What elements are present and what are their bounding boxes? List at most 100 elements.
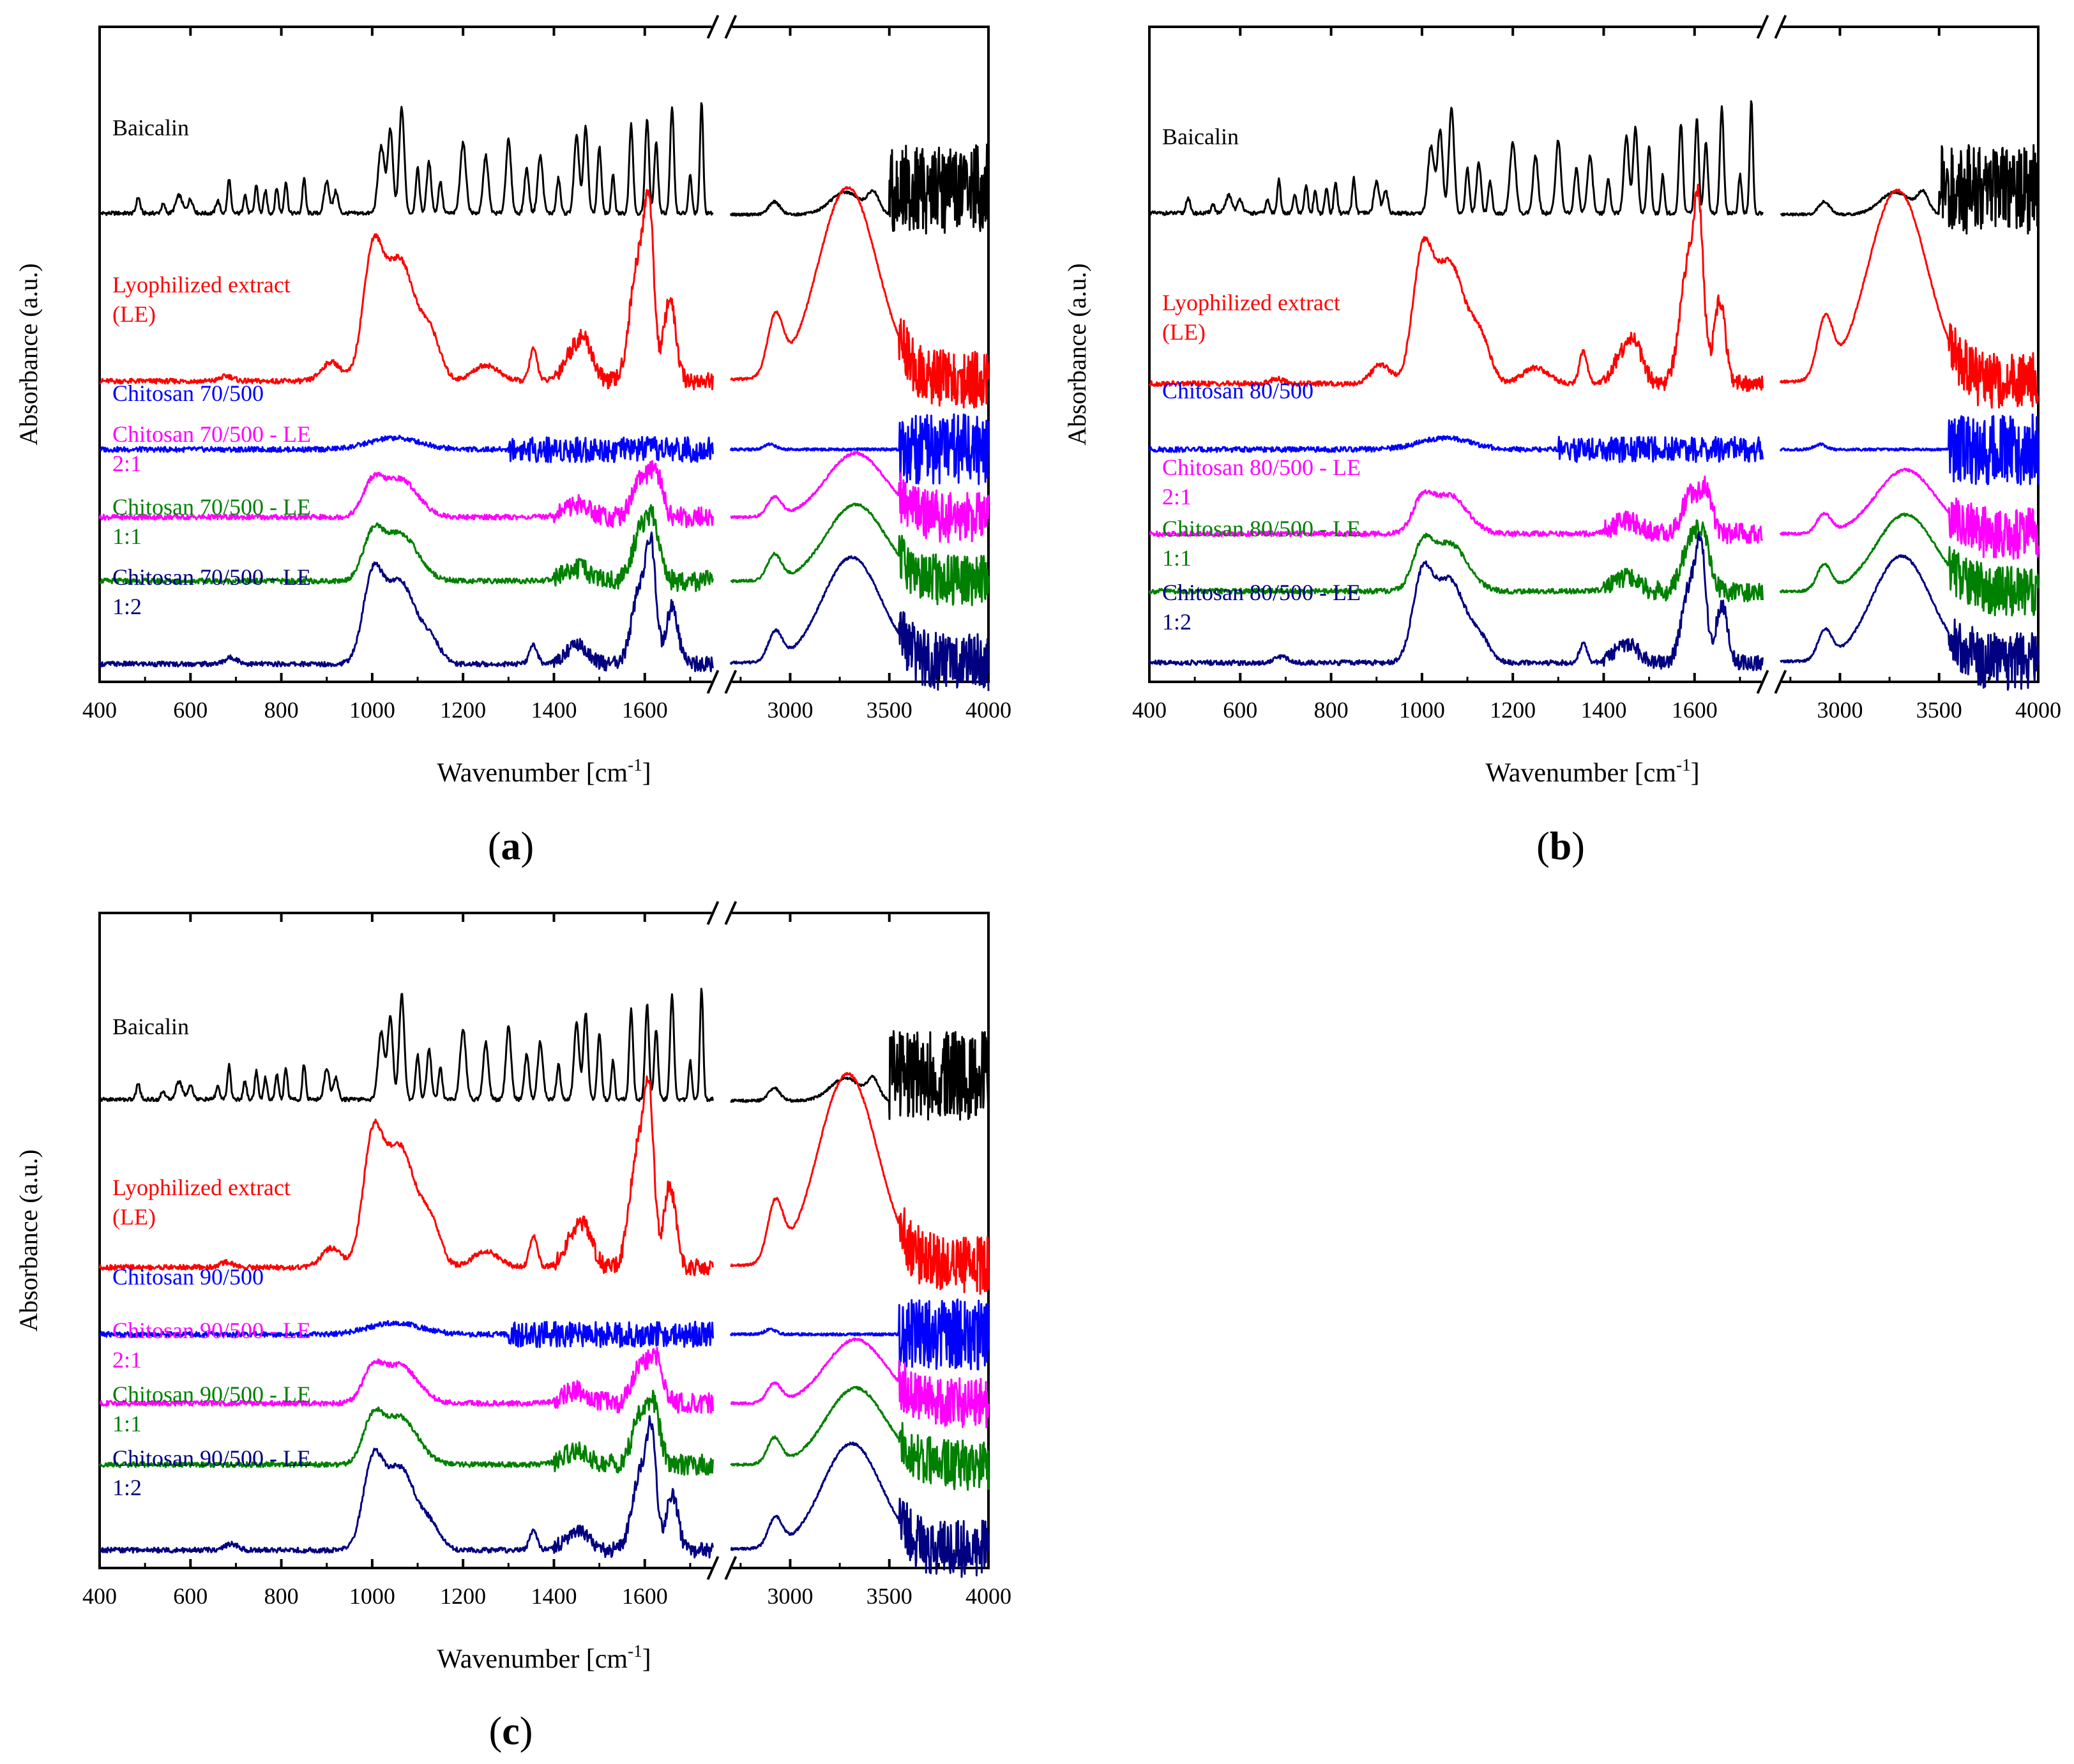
- series-line-baicalin-low: [99, 988, 714, 1103]
- x-tick-label: 1600: [1672, 697, 1718, 723]
- y-axis-label: Absorbance (a.u.): [14, 1149, 43, 1331]
- series-line-mix12-low: [1148, 531, 1764, 672]
- x-tick-label: 1400: [1580, 697, 1626, 723]
- x-tick-label: 800: [264, 1583, 299, 1609]
- series-line-chitosan-low: [98, 1320, 714, 1348]
- series-label: Chitosan 80/500: [1162, 378, 1313, 403]
- series-label: 1:1: [112, 1411, 142, 1436]
- series-line-mix21-low: [1149, 475, 1764, 545]
- axis-break-gap-top: [711, 24, 732, 31]
- series-labels: Baicalin Lyophilized extract (LE) Chitosan …: [112, 115, 311, 619]
- series-line-chitosan-high: [729, 413, 990, 485]
- series-label: Chitosan 90/500: [112, 1264, 264, 1290]
- series-line-extract-low: [99, 188, 714, 391]
- x-tick-label: 1600: [622, 697, 668, 723]
- series-label: Chitosan 90/500 - LE: [112, 1445, 311, 1471]
- x-tick-label: 1000: [1399, 697, 1445, 723]
- series-line-extract-low: [98, 1075, 714, 1277]
- series-label: 2:1: [112, 1347, 142, 1373]
- axis-break-marks: [706, 15, 738, 694]
- series-line-extract-high: [730, 186, 990, 409]
- x-tick-label: 1200: [440, 697, 486, 723]
- x-tick-label: 400: [82, 1583, 117, 1609]
- x-tick-label: 3000: [767, 1583, 813, 1609]
- panel-label-letter: a: [501, 825, 521, 868]
- series-label: 2:1: [1162, 484, 1192, 509]
- x-axis-label-tail: ]: [642, 758, 651, 788]
- x-tick-label: 400: [1132, 697, 1167, 723]
- series-line-chitosan-high: [729, 1298, 990, 1371]
- x-axis-label-tail: ]: [1691, 758, 1700, 788]
- series-label: Lyophilized extract: [112, 1175, 291, 1200]
- x-axis-label: Wavenumber [cm-1]: [437, 1641, 651, 1674]
- axis-break-marks: [706, 901, 738, 1580]
- axis-break-slash: [1756, 15, 1769, 39]
- series-labels: Baicalin Lyophilized extract (LE) Chitosan …: [112, 1014, 311, 1500]
- series-label: Chitosan 90/500 - LE: [112, 1318, 311, 1343]
- series-line-mix12-low: [98, 531, 714, 673]
- axis-break-slash: [706, 15, 720, 39]
- axis-break-gap-bottom: [711, 1564, 732, 1571]
- series-line-mix12-high: [1780, 554, 2040, 691]
- series-label: (LE): [112, 1204, 156, 1230]
- x-tick-label: 800: [1314, 697, 1349, 723]
- series-layer: [98, 988, 990, 1578]
- series-line-extract-high: [730, 1072, 990, 1295]
- x-axis-label-main: Wavenumber [cm: [437, 1645, 628, 1674]
- series-label: Chitosan 90/500 - LE: [112, 1382, 311, 1407]
- panel-label-letter: c: [502, 1710, 520, 1753]
- series-label: Baicalin: [112, 1014, 189, 1039]
- axis-break-gap-bottom: [1761, 678, 1782, 684]
- axis-break-gap-bottom: [711, 678, 732, 684]
- series-label: Baicalin: [112, 115, 189, 140]
- x-axis-label-tail: ]: [642, 1645, 651, 1674]
- series-line-mix21-high: [730, 451, 990, 543]
- series-line-baicalin-high: [729, 143, 990, 235]
- series-label: 2:1: [112, 451, 142, 476]
- series-label: Lyophilized extract: [1162, 290, 1340, 315]
- axis-break-slash: [706, 670, 720, 694]
- series-line-mix21-low: [98, 460, 714, 529]
- series-line-extract-high: [1779, 188, 2040, 409]
- panel-a: Baicalin Lyophilized extract (LE) Chitosan …: [14, 15, 1011, 868]
- x-axis-ticks: 400 600 800 1000 1200 1400 1600 3000 3500 4000: [82, 27, 1011, 723]
- series-label: Chitosan 70/500: [112, 381, 264, 406]
- axis-break-slash: [724, 1556, 738, 1580]
- axis-break-slash: [724, 670, 738, 694]
- series-line-mix12-low: [99, 1415, 714, 1559]
- axis-break-slash: [1774, 15, 1787, 39]
- series-line-mix11-high: [730, 502, 990, 607]
- series-label: Chitosan 70/500 - LE: [112, 494, 311, 520]
- series-label: 1:1: [112, 524, 142, 549]
- axis-break-slash: [1774, 670, 1787, 694]
- x-tick-label: 1000: [349, 697, 395, 723]
- series-label: 1:2: [112, 594, 142, 619]
- series-line-baicalin-low: [1148, 100, 1764, 216]
- series-label: Lyophilized extract: [112, 272, 291, 298]
- x-tick-label: 600: [173, 1583, 208, 1609]
- x-tick-label: 3500: [867, 697, 912, 723]
- axis-break-slash: [706, 901, 720, 925]
- series-line-mix11-low: [1148, 519, 1764, 603]
- series-label: 1:2: [112, 1475, 142, 1500]
- series-line-mix11-high: [1779, 512, 2040, 617]
- x-tick-label: 1000: [349, 1583, 395, 1609]
- x-tick-label: 3500: [1916, 697, 1962, 723]
- series-label: Chitosan 80/500 - LE: [1162, 455, 1361, 480]
- x-tick-label: 1600: [622, 1583, 668, 1609]
- series-label: 1:2: [1162, 609, 1192, 635]
- series-line-mix12-high: [730, 1441, 990, 1578]
- series-line-extract-low: [1148, 183, 1764, 393]
- series-label: Baicalin: [1162, 124, 1239, 149]
- x-axis-label: Wavenumber [cm-1]: [1485, 755, 1699, 788]
- series-line-mix11-low: [98, 1389, 714, 1476]
- x-tick-label: 400: [82, 697, 117, 723]
- series-label: Chitosan 70/500 - LE: [112, 421, 311, 447]
- x-axis-label-main: Wavenumber [cm: [1485, 758, 1676, 788]
- x-tick-label: 1200: [440, 1583, 486, 1609]
- axis-break-slash: [706, 1556, 720, 1580]
- x-tick-label: 600: [1223, 697, 1257, 723]
- series-line-mix21-high: [730, 1337, 990, 1429]
- series-layer: [1148, 100, 2040, 691]
